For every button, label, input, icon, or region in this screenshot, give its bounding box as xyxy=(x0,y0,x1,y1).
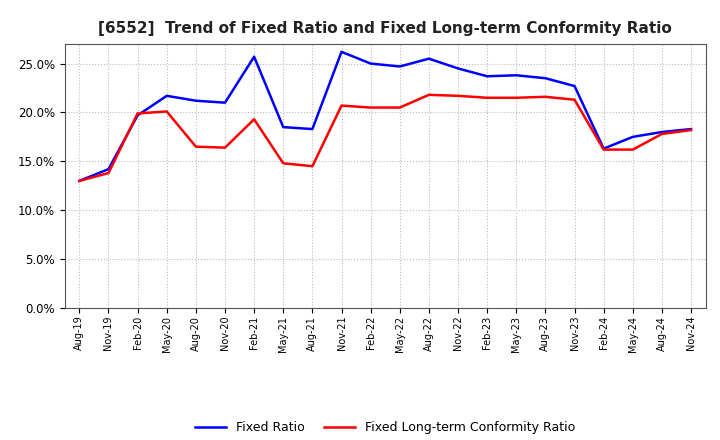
Fixed Long-term Conformity Ratio xyxy=(279,161,287,166)
Fixed Ratio xyxy=(366,61,375,66)
Fixed Long-term Conformity Ratio xyxy=(308,164,317,169)
Fixed Long-term Conformity Ratio xyxy=(250,117,258,122)
Fixed Ratio xyxy=(104,166,113,172)
Fixed Ratio xyxy=(250,54,258,59)
Fixed Ratio xyxy=(512,73,521,78)
Fixed Long-term Conformity Ratio xyxy=(395,105,404,110)
Fixed Long-term Conformity Ratio xyxy=(192,144,200,149)
Fixed Ratio xyxy=(163,93,171,99)
Fixed Long-term Conformity Ratio xyxy=(454,93,462,99)
Fixed Long-term Conformity Ratio xyxy=(599,147,608,152)
Fixed Ratio xyxy=(599,146,608,151)
Fixed Long-term Conformity Ratio xyxy=(570,97,579,103)
Fixed Long-term Conformity Ratio xyxy=(75,178,84,183)
Fixed Long-term Conformity Ratio xyxy=(220,145,229,150)
Fixed Long-term Conformity Ratio xyxy=(366,105,375,110)
Fixed Ratio xyxy=(687,126,696,132)
Fixed Ratio xyxy=(657,129,666,135)
Fixed Long-term Conformity Ratio xyxy=(337,103,346,108)
Fixed Long-term Conformity Ratio xyxy=(163,109,171,114)
Fixed Long-term Conformity Ratio xyxy=(629,147,637,152)
Fixed Long-term Conformity Ratio xyxy=(512,95,521,100)
Fixed Ratio xyxy=(541,76,550,81)
Fixed Long-term Conformity Ratio xyxy=(687,128,696,133)
Fixed Long-term Conformity Ratio xyxy=(541,94,550,99)
Fixed Ratio xyxy=(192,98,200,103)
Fixed Ratio xyxy=(133,113,142,118)
Fixed Long-term Conformity Ratio xyxy=(104,170,113,176)
Fixed Ratio xyxy=(629,134,637,139)
Fixed Ratio xyxy=(395,64,404,69)
Fixed Ratio xyxy=(308,126,317,132)
Fixed Ratio xyxy=(425,56,433,61)
Line: Fixed Ratio: Fixed Ratio xyxy=(79,52,691,181)
Line: Fixed Long-term Conformity Ratio: Fixed Long-term Conformity Ratio xyxy=(79,95,691,181)
Fixed Long-term Conformity Ratio xyxy=(657,131,666,136)
Fixed Ratio xyxy=(337,49,346,55)
Title: [6552]  Trend of Fixed Ratio and Fixed Long-term Conformity Ratio: [6552] Trend of Fixed Ratio and Fixed Lo… xyxy=(99,21,672,36)
Fixed Long-term Conformity Ratio xyxy=(483,95,492,100)
Fixed Ratio xyxy=(279,125,287,130)
Fixed Ratio xyxy=(570,84,579,89)
Fixed Ratio xyxy=(75,178,84,183)
Fixed Ratio xyxy=(220,100,229,105)
Fixed Ratio xyxy=(483,73,492,79)
Fixed Long-term Conformity Ratio xyxy=(133,111,142,116)
Fixed Long-term Conformity Ratio xyxy=(425,92,433,98)
Fixed Ratio xyxy=(454,66,462,71)
Legend: Fixed Ratio, Fixed Long-term Conformity Ratio: Fixed Ratio, Fixed Long-term Conformity … xyxy=(190,416,580,439)
